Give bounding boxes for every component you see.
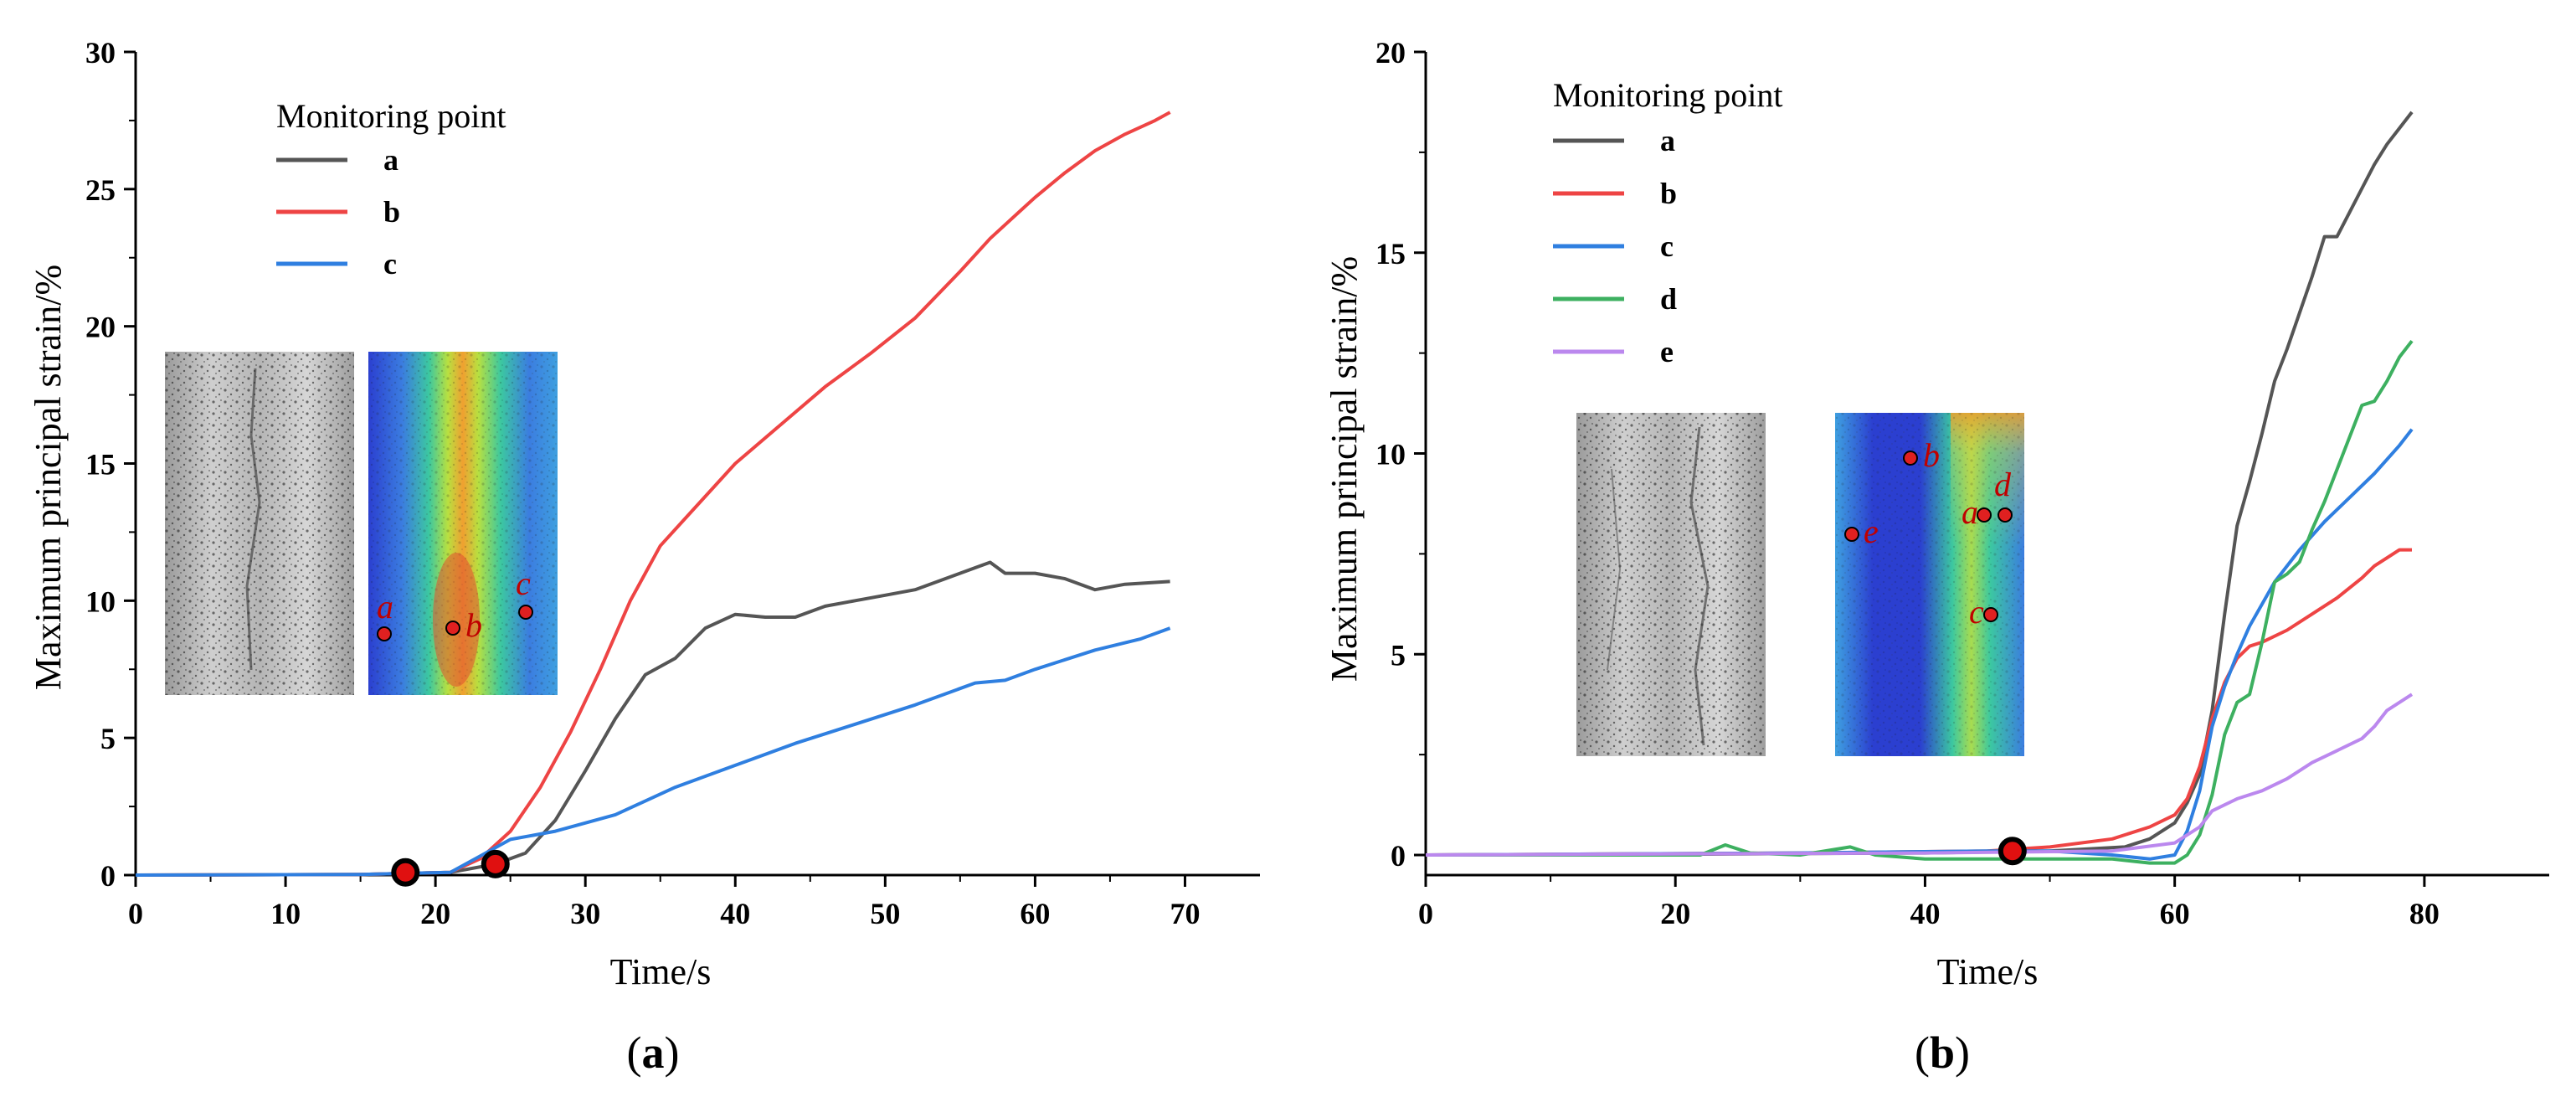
y-tick-label: 0 [100,859,116,893]
legend-item-a: a [276,143,398,177]
y-tick-label: 10 [1375,438,1406,471]
x-tick-label: 60 [1020,897,1050,930]
y-tick-label: 20 [1375,36,1406,70]
inset-point-b: b [445,606,482,644]
event-marker [481,849,510,878]
chart-panel-a: 0 10 20 30 40 50 60 70 0 5 10 15 20 25 30 Monitoring p… [28,36,1260,1078]
y-tick-label: 30 [85,36,116,70]
legend-item-c: c [1553,229,1674,263]
x-tick-label: 40 [720,897,750,930]
inset-point-b-d: d [1994,466,2013,523]
x-tick-label: 40 [1910,897,1940,930]
legend-item-c: c [276,247,397,281]
inset-images-b: a b c d e [1576,413,2024,756]
x-tick-label: 20 [1660,897,1690,930]
caption-a: (a) [627,1027,680,1078]
x-tick-label: 0 [128,897,143,930]
axis-ticks-b: 0 20 40 60 80 0 5 10 15 20 [1375,36,2549,930]
series-line-e [1425,693,2414,857]
inset-images-a: a b c [165,352,558,695]
x-axis-label-a: Time/s [610,951,712,992]
series-line-d [1426,339,2414,865]
svg-text:(b): (b) [1915,1027,1970,1078]
legend-label: d [1660,282,1677,316]
legend-label: b [383,195,400,229]
svg-text:c: c [1969,593,1984,631]
inset-point-b-a: a [1962,493,1992,531]
legend-label: b [1660,177,1677,210]
inset-point-b-e: e [1844,512,1879,550]
legend-item-d: d [1553,282,1677,316]
inset-point-b-b: b [1903,436,1940,474]
strain-field-image-b [1835,413,2024,756]
x-tick-label: 50 [870,897,900,930]
x-tick-label: 20 [420,897,450,930]
series-line-a [1425,111,2414,857]
legend-item-e: e [1553,335,1674,368]
legend-label: a [383,143,398,177]
svg-text:b: b [1923,436,1940,474]
series-line-b [135,111,1171,877]
y-tick-label: 10 [85,585,116,618]
x-tick-label: 30 [570,897,600,930]
y-tick-label: 5 [1391,638,1406,672]
svg-text:b: b [465,606,482,644]
legend-title-b: Monitoring point [1553,76,1782,114]
y-axis-label-a: Maximum principal strain/% [28,265,69,690]
legend-item-b: b [276,195,400,229]
y-tick-label: 20 [85,311,116,344]
series-lines-a [135,111,1171,877]
series-line-a [135,560,1170,877]
inset-point-c: c [516,564,533,620]
legend-label: c [383,247,397,281]
event-markers-b [1998,837,2027,866]
event-marker [391,858,420,887]
svg-text:d: d [1994,466,2012,503]
event-marker [1998,837,2027,866]
svg-text:c: c [516,564,531,602]
y-tick-label: 0 [1391,839,1406,873]
y-tick-label: 15 [1375,237,1406,270]
caption-b: (b) [1915,1027,1970,1078]
x-tick-label: 70 [1170,897,1200,930]
x-tick-label: 0 [1418,897,1433,930]
legend-item-b: b [1553,177,1677,210]
x-tick-label: 80 [2409,897,2440,930]
legend-title-a: Monitoring point [276,97,506,135]
specimen-photo-a [165,352,354,695]
svg-text:e: e [1864,512,1879,550]
x-tick-label: 10 [270,897,301,930]
inset-point-b-c: c [1969,593,1998,631]
x-tick-label: 60 [2160,897,2190,930]
legend-a: Monitoring point abc [276,97,506,281]
legend-item-a: a [1553,124,1675,157]
x-axis-label-b: Time/s [1937,951,2039,992]
inset-point-a: a [377,588,393,641]
specimen-photo-b [1576,413,1766,756]
svg-text:a: a [1962,493,1978,531]
svg-text:(a): (a) [627,1027,680,1078]
event-markers-a [391,849,510,887]
legend-label: e [1660,335,1674,368]
series-lines-b [1425,111,2414,865]
series-line-c [135,626,1171,877]
legend-label: a [1660,124,1675,157]
svg-text:a: a [377,588,393,626]
y-tick-label: 5 [100,722,116,755]
strain-field-image-a [368,352,558,695]
y-tick-label: 15 [85,448,116,482]
y-tick-label: 25 [85,173,116,207]
y-axis-label-b: Maximum principal strain/% [1324,256,1365,682]
legend-label: c [1660,229,1674,263]
